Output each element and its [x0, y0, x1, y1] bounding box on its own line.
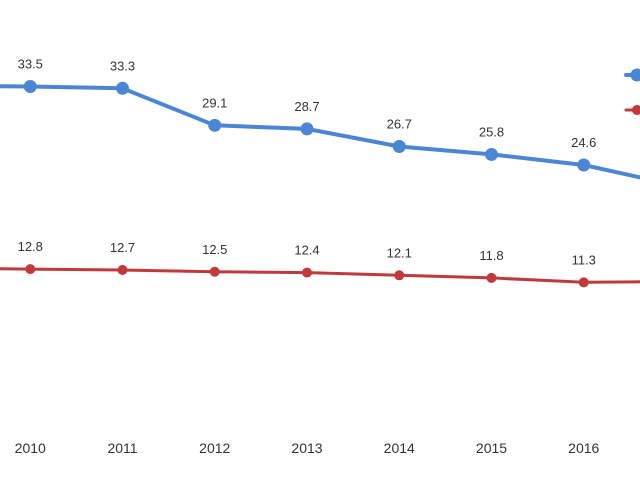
- data-point-s2-2015: [486, 272, 497, 283]
- data-label-s2-2011: 12.7: [110, 240, 135, 255]
- data-label-s1-2012: 29.1: [202, 95, 227, 110]
- data-point-s1-2016: [577, 158, 591, 172]
- x-tick-label-2012: 2012: [199, 440, 230, 456]
- data-label-s2-2010: 12.8: [18, 239, 43, 254]
- data-label-s1-2010: 33.5: [18, 57, 43, 72]
- data-point-s2-2011: [117, 264, 128, 275]
- data-label-s2-2013: 12.4: [294, 243, 319, 258]
- x-tick-label-2016: 2016: [568, 440, 599, 456]
- x-tick-label-2015: 2015: [476, 440, 507, 456]
- data-point-s1-2013: [300, 122, 314, 136]
- data-point-s1-2015: [485, 147, 498, 161]
- data-point-s2-2010: [25, 264, 36, 275]
- data-label-s1-2016: 24.6: [571, 135, 596, 150]
- data-point-s1-2012: [208, 118, 222, 132]
- x-tick-label-2011: 2011: [107, 440, 137, 456]
- x-tick-label-2013: 2013: [291, 440, 322, 456]
- series-line-1: [0, 84, 640, 180]
- x-tick-label-2010: 2010: [15, 440, 46, 456]
- data-point-s1-2011: [116, 81, 129, 95]
- data-label-s2-2015: 11.8: [479, 248, 503, 263]
- x-tick-label-2014: 2014: [384, 440, 415, 456]
- data-label-s2-2014: 12.1: [387, 245, 412, 260]
- legend-marker-2: [632, 105, 640, 115]
- data-label-s1-2015: 25.8: [479, 124, 504, 139]
- data-label-s1-2011: 33.3: [110, 58, 135, 73]
- data-label-s1-2013: 28.7: [294, 99, 319, 114]
- data-point-s2-2014: [394, 270, 405, 281]
- data-point-s1-2014: [392, 140, 406, 154]
- data-label-s2-2012: 12.5: [202, 242, 227, 257]
- legend-marker-1: [630, 68, 640, 82]
- data-point-s2-2016: [578, 277, 589, 288]
- data-point-s2-2012: [209, 266, 220, 277]
- series-line-2: [0, 267, 640, 284]
- data-point-s2-2013: [302, 267, 312, 278]
- data-point-s1-2010: [23, 80, 37, 94]
- data-label-s2-2016: 11.3: [572, 252, 596, 267]
- data-label-s1-2014: 26.7: [387, 117, 412, 132]
